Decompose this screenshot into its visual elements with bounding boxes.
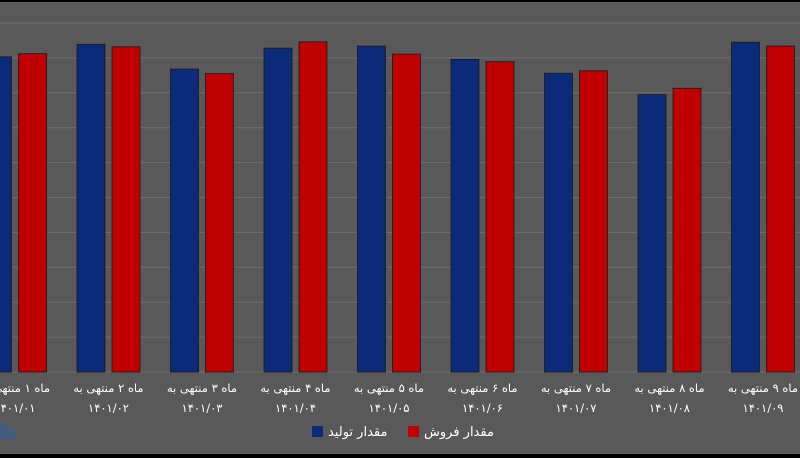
legend-label: مقدار فروش [424,425,494,440]
legend-swatch [408,426,419,437]
bar-production [0,56,12,373]
bar-sales [672,87,702,373]
bar-sales [766,45,795,373]
bar-production [731,41,760,373]
bar-sales [392,53,421,373]
bar-production [357,45,386,373]
x-tick-label: ماه ۱ منتهی به [0,381,50,395]
bar-production [544,72,573,373]
bar-sales [18,53,47,373]
bar-sales [111,46,141,373]
x-tick-label: ماه ۸ منتهی به [634,381,704,395]
x-tick-label: ۱۴۰۱/۰۵ [369,401,410,415]
bar-production [450,58,480,373]
x-tick-label: ۱۴۰۱/۰۱ [0,401,35,415]
x-tick-label: ۱۴۰۱/۰۹ [743,401,784,415]
x-tick-label: ۱۴۰۱/۰۷ [556,401,597,415]
x-tick-label: ماه ۴ منتهی به [260,381,330,395]
bar-sales [579,70,608,373]
x-tick-label: ۱۴۰۱/۰۶ [462,401,503,415]
x-tick-label: ۱۴۰۱/۰۴ [275,401,316,415]
legend-label: مقدار تولید [328,425,387,440]
x-tick-label: ۱۴۰۱/۰۳ [182,401,223,415]
bar-sales [485,61,515,373]
x-tick-label: ماه ۵ منتهی به [354,381,424,395]
bar-production [76,43,106,373]
bar-production [263,47,293,373]
bar-sales [205,73,234,373]
x-tick-label: ۱۴۰۱/۰۲ [88,401,129,415]
bar-production [170,68,199,373]
logo-watermark: تجا [0,419,16,443]
x-tick-label: ماه ۳ منتهی به [167,381,237,395]
x-tick-label: ماه ۶ منتهی به [447,381,517,395]
bar-production [637,94,667,373]
legend-swatch [312,426,323,437]
x-tick-label: ماه ۷ منتهی به [541,381,611,395]
x-tick-label: ماه ۲ منتهی به [73,381,143,395]
x-tick-label: ۱۴۰۱/۰۸ [649,401,690,415]
x-tick-label: ماه ۹ منتهی به [728,381,798,395]
bar-sales [298,41,328,373]
